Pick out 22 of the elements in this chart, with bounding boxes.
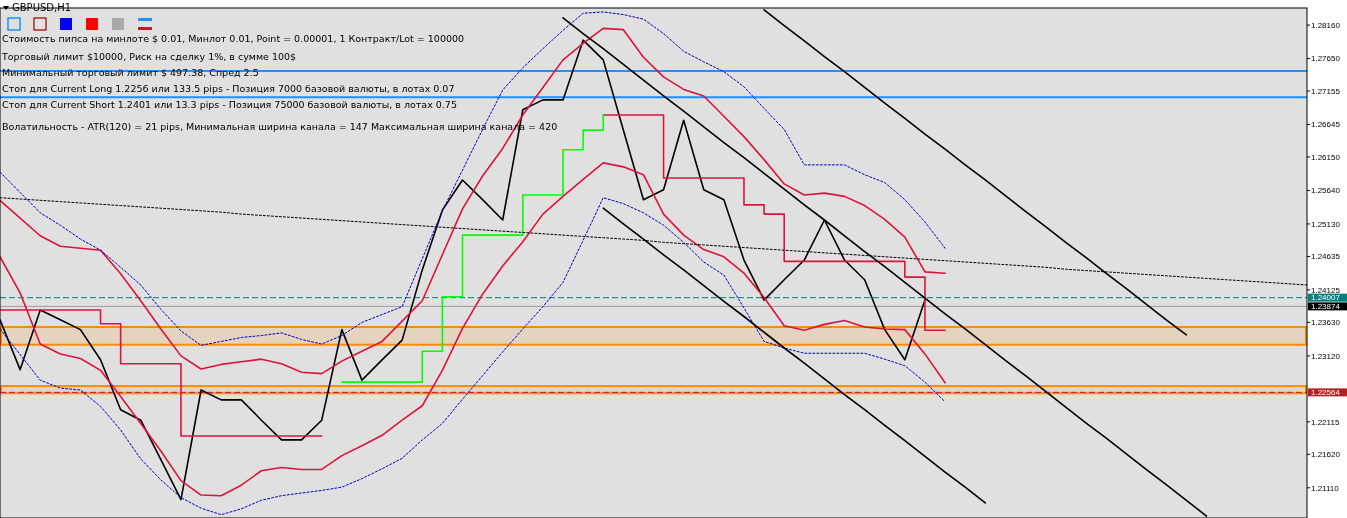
y-tick-label: 1.26645 <box>1311 120 1341 130</box>
ref-line-label: 1.22564 <box>1311 388 1341 398</box>
y-tick-label: 1.22115 <box>1311 417 1340 427</box>
y-tick-label: 1.21620 <box>1311 450 1341 460</box>
y-tick-label: 1.25640 <box>1311 186 1341 196</box>
y-tick-label: 1.21110 <box>1311 483 1340 493</box>
y-tick-label: 1.25130 <box>1311 219 1341 229</box>
y-tick-label: 1.27155 <box>1311 86 1341 96</box>
y-tick-label: 1.24635 <box>1311 252 1341 262</box>
annotation: Стоп для Current Short 1.2401 или 13.3 pips - Позиция 75000 базовой валюты, в лотах 0.75 <box>2 99 457 110</box>
y-tick-label: 1.28160 <box>1311 20 1341 30</box>
y-tick-label: 1.24125 <box>1311 285 1341 295</box>
y-tick-label: 1.23630 <box>1311 318 1341 328</box>
y-tick-label: 1.23120 <box>1311 351 1341 361</box>
annotation: Стоп для Current Long 1.2256 или 133.5 pips - Позиция 7000 базовой валюты, в лотах 0.07 <box>2 83 455 94</box>
y-tick-label: 1.27650 <box>1311 54 1341 64</box>
ref-line-label: 1.23874 <box>1311 302 1341 312</box>
y-tick-label: 1.26150 <box>1311 152 1341 162</box>
annotation: Торговый лимит $10000, Риск на сделку 1%, в сумме 100$ <box>1 51 297 62</box>
ref-line-label: 1.24007 <box>1311 293 1341 303</box>
chart-title: GBPUSD,H1 <box>12 2 72 13</box>
annotation: Стоимость пипса на минлоте $ 0.01, Минлот 0.01, Point = 0.00001, 1 Контракт/Lot = 100000 <box>2 33 465 44</box>
